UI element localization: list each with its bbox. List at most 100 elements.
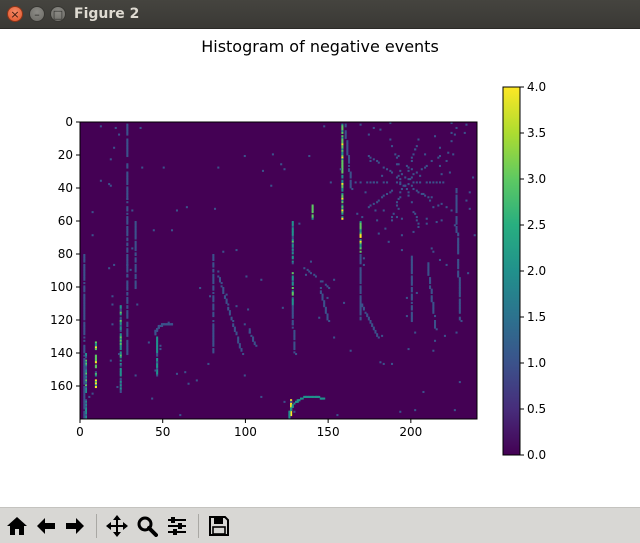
window-maximize-button[interactable]: □ bbox=[50, 6, 66, 22]
heatmap-cell bbox=[445, 263, 448, 266]
heatmap-cell bbox=[349, 173, 352, 176]
heatmap-cell bbox=[326, 316, 329, 319]
heatmap-cell bbox=[126, 321, 129, 324]
heatmap-cell bbox=[83, 389, 86, 392]
heatmap-cell bbox=[455, 331, 458, 334]
heatmap-cell bbox=[126, 254, 129, 257]
heatmap-cell bbox=[341, 186, 344, 189]
heatmap-cell bbox=[458, 277, 461, 280]
heatmap-cell bbox=[222, 290, 225, 293]
heatmap-cell bbox=[405, 164, 408, 167]
heatmap-cell bbox=[458, 311, 461, 314]
heatmap-cell bbox=[323, 300, 326, 303]
heatmap-cell bbox=[429, 285, 432, 288]
heatmap-cell bbox=[455, 207, 458, 210]
heatmap-cell bbox=[84, 400, 88, 403]
window-minimize-button[interactable]: – bbox=[29, 6, 45, 22]
heatmap-cell bbox=[311, 214, 314, 217]
heatmap-cell bbox=[369, 204, 372, 207]
heatmap-cell bbox=[410, 257, 413, 260]
heatmap-cell bbox=[412, 173, 415, 176]
heatmap-cell bbox=[222, 288, 225, 291]
heatmap-cell bbox=[344, 125, 347, 128]
heatmap-cell bbox=[156, 344, 159, 347]
heatmap-cell bbox=[290, 399, 293, 402]
heatmap-cell bbox=[126, 222, 129, 225]
heatmap-cell bbox=[430, 298, 433, 301]
heatmap-cell bbox=[377, 199, 380, 202]
heatmap-cell bbox=[126, 179, 129, 182]
heatmap-cell bbox=[156, 366, 159, 369]
heatmap-cell bbox=[321, 295, 324, 298]
heatmap-cell bbox=[119, 353, 122, 356]
heatmap-cell bbox=[126, 351, 129, 354]
heatmap-cell bbox=[83, 382, 86, 385]
heatmap-cell bbox=[293, 344, 296, 347]
heatmap-cell bbox=[291, 303, 294, 306]
heatmap-cell bbox=[359, 305, 362, 308]
heatmap-cell bbox=[212, 270, 215, 273]
heatmap-cell bbox=[341, 194, 344, 197]
heatmap-cell bbox=[452, 153, 455, 156]
y-tick-label: 20 bbox=[58, 148, 73, 162]
heatmap-cell bbox=[427, 273, 430, 276]
heatmap-cell bbox=[291, 323, 294, 326]
heatmap-cell bbox=[126, 242, 129, 245]
forward-button[interactable] bbox=[61, 512, 89, 540]
heatmap-cell bbox=[349, 184, 352, 187]
heatmap-cell bbox=[222, 287, 225, 290]
heatmap-cell bbox=[458, 305, 461, 308]
heatmap-cell bbox=[351, 188, 354, 191]
heatmap-cell bbox=[156, 367, 159, 370]
heatmap-cell bbox=[458, 287, 461, 290]
heatmap-cell bbox=[126, 153, 129, 156]
heatmap-cell bbox=[341, 130, 344, 133]
back-button[interactable] bbox=[32, 512, 60, 540]
heatmap-cell bbox=[291, 249, 294, 252]
heatmap-cell bbox=[134, 244, 137, 247]
heatmap-cell bbox=[126, 164, 129, 167]
heatmap-cell bbox=[291, 316, 294, 319]
heatmap-cell bbox=[341, 140, 344, 143]
heatmap-cell bbox=[458, 303, 461, 306]
heatmap-cell bbox=[83, 287, 86, 290]
heatmap-cell bbox=[84, 376, 88, 379]
heatmap-cell bbox=[400, 249, 403, 252]
heatmap-cell bbox=[83, 339, 86, 342]
heatmap-cell bbox=[156, 362, 159, 365]
heatmap-cell bbox=[154, 369, 157, 372]
heatmap-cell bbox=[83, 270, 86, 273]
heatmap-cell bbox=[410, 201, 413, 204]
heatmap-cell bbox=[344, 130, 347, 133]
heatmap-cell bbox=[83, 278, 86, 281]
heatmap-cell bbox=[83, 379, 86, 382]
save-button[interactable] bbox=[205, 512, 233, 540]
home-button[interactable] bbox=[3, 512, 31, 540]
heatmap-cell bbox=[422, 192, 425, 195]
heatmap-cell bbox=[83, 374, 86, 377]
heatmap-cell bbox=[83, 324, 86, 327]
heatmap-cell bbox=[126, 123, 129, 126]
configure-subplots-button[interactable] bbox=[163, 512, 191, 540]
heatmap-cell bbox=[119, 372, 122, 375]
window-close-button[interactable]: × bbox=[7, 6, 23, 22]
heatmap-cell bbox=[399, 410, 402, 413]
heatmap-cell bbox=[341, 176, 344, 179]
zoom-button[interactable] bbox=[133, 512, 161, 540]
heatmap-cell bbox=[212, 344, 215, 347]
heatmap-cell bbox=[119, 359, 122, 362]
heatmap-cell bbox=[455, 199, 458, 202]
heatmap-cell bbox=[227, 303, 230, 306]
heatmap-cell bbox=[432, 306, 435, 309]
heatmap-cell bbox=[94, 372, 97, 375]
heatmap-cell bbox=[139, 126, 142, 129]
heatmap-cell bbox=[359, 240, 362, 243]
heatmap-cell bbox=[341, 207, 344, 210]
heatmap-cell bbox=[212, 339, 215, 342]
heatmap-cell bbox=[450, 122, 453, 125]
heatmap-cell bbox=[94, 381, 97, 384]
pan-button[interactable] bbox=[103, 512, 131, 540]
heatmap-cell bbox=[372, 326, 375, 329]
heatmap-cell bbox=[430, 196, 433, 199]
heatmap-cell bbox=[455, 211, 458, 214]
